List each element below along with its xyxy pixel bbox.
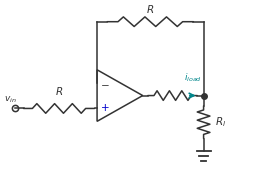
Text: $v_{in}$: $v_{in}$ bbox=[5, 95, 17, 105]
Text: $R$: $R$ bbox=[146, 3, 154, 15]
Text: $R_l$: $R_l$ bbox=[214, 115, 225, 129]
Text: $i_{load}$: $i_{load}$ bbox=[183, 71, 201, 84]
Text: $+$: $+$ bbox=[100, 102, 109, 113]
Text: $R$: $R$ bbox=[55, 85, 63, 97]
Text: $-$: $-$ bbox=[100, 79, 109, 88]
